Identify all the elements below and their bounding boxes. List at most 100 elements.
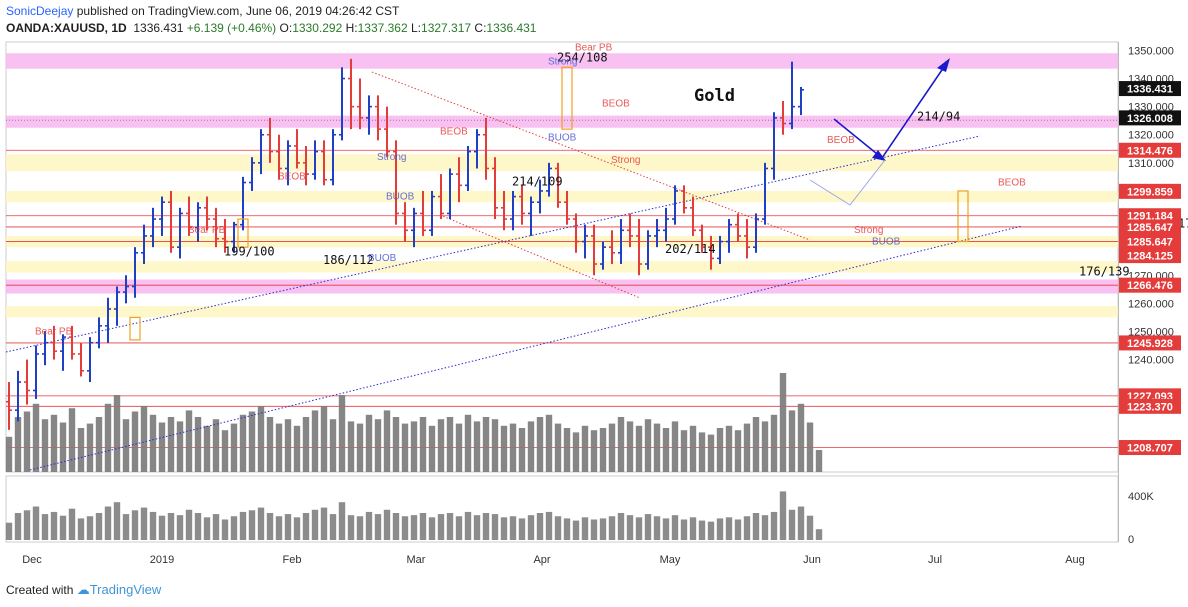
pink-zone-2 — [6, 279, 1118, 294]
descending-trendline-lower — [439, 214, 641, 299]
volume-bar — [167, 417, 175, 472]
price-tag: 1299.859 — [1119, 183, 1181, 199]
ohlc-candle — [123, 275, 129, 304]
ohlc-candle — [537, 179, 543, 214]
price-tag: 1208.707 — [1119, 440, 1181, 456]
publisher-name[interactable]: SonicDeejay — [6, 4, 74, 18]
volume-bar — [77, 428, 85, 472]
pattern-label: Strong — [548, 56, 577, 67]
ohlc-candle — [465, 145, 471, 191]
ohlc-candle — [600, 241, 606, 270]
ohlc-candle — [384, 106, 390, 158]
volume-bar — [599, 428, 607, 472]
volume-bar — [608, 423, 616, 472]
symbol-name[interactable]: OANDA:XAUUSD, 1D — [6, 21, 127, 35]
y-tick-label: 1260.000 — [1128, 298, 1174, 310]
volume-pane-bar — [572, 520, 580, 540]
ohlc-candle — [339, 67, 345, 141]
low-label: L: — [411, 21, 422, 35]
volume-pane-bar — [554, 516, 562, 540]
volume-pane-bar — [482, 513, 490, 540]
volume-bar — [203, 425, 211, 472]
price-tag-bg — [1119, 248, 1181, 264]
volume-bar — [446, 417, 454, 472]
price-tag-label: 1223.370 — [1127, 401, 1173, 413]
ohlc-candle — [798, 86, 804, 116]
volume-bar — [509, 423, 517, 472]
ohlc-candle — [591, 224, 597, 276]
ohlc-candle — [24, 359, 30, 405]
volume-pane-bar — [347, 515, 355, 540]
price-tag-bg — [1119, 398, 1181, 414]
volume-pane-bar — [311, 509, 319, 540]
price-tag-label: 1208.707 — [1127, 443, 1173, 455]
volume-bar — [536, 417, 544, 472]
volume-pane-bar — [527, 515, 535, 540]
ohlc-candle — [267, 117, 273, 163]
volume-bar — [419, 417, 427, 472]
volume-pane-bar — [5, 522, 13, 540]
volume-pane-bar — [248, 510, 256, 540]
volume-pane-bar — [680, 519, 688, 540]
volume-bar — [392, 417, 400, 472]
y-tick-label: 1320.000 — [1128, 130, 1174, 142]
volume-bar — [590, 430, 598, 472]
volume-pane-bar — [401, 516, 409, 540]
ohlc-candle — [402, 202, 408, 242]
volume-bar — [365, 414, 373, 472]
price-tag-label: 1326.008 — [1127, 113, 1173, 125]
ohlc-candle — [150, 207, 156, 248]
open-label: O: — [279, 21, 293, 35]
volume-pane-bar — [464, 511, 472, 540]
volume-bar — [293, 425, 301, 472]
pattern-label: Strong — [611, 155, 640, 166]
volume-bar — [284, 419, 292, 472]
descending-trendline — [371, 71, 811, 241]
volume-bar — [455, 423, 463, 472]
volume-bar — [716, 428, 724, 472]
volume-bar — [752, 417, 760, 472]
volume-pane-bar — [770, 511, 778, 540]
volume-bar — [338, 395, 346, 472]
volume-pane-bar — [788, 509, 796, 540]
ohlc-candle — [681, 185, 687, 214]
tradingview-logo-icon[interactable]: ☁ — [76, 582, 90, 597]
volume-bar — [257, 406, 265, 472]
ohlc-candle — [780, 101, 786, 135]
volume-pane-bar — [410, 515, 418, 540]
pattern-box — [561, 66, 573, 130]
volume-pane-bar — [239, 511, 247, 540]
ohlc-candle — [159, 196, 165, 236]
volume-pane-bar — [32, 506, 40, 540]
pattern-label: BEOB — [998, 177, 1026, 188]
count-label: 202/114 — [665, 242, 716, 256]
price-tag: 1314.476 — [1119, 142, 1181, 158]
price-tag: 1285.647 — [1119, 219, 1181, 235]
volume-bar — [131, 411, 139, 472]
ohlc-candle — [474, 129, 480, 169]
volume-pane-bar — [266, 513, 274, 540]
volume-pane-bar — [302, 513, 310, 540]
tradingview-brand[interactable]: TradingView — [89, 582, 162, 597]
pattern-label: Bear PB — [35, 326, 73, 337]
price-tag-bg — [1119, 81, 1181, 97]
volume-pane-bar — [203, 517, 211, 540]
yellow-zone-1 — [6, 190, 1118, 203]
volume-bar — [239, 414, 247, 472]
volume-bar — [149, 414, 157, 472]
ohlc-candle — [303, 145, 309, 186]
ohlc-candle — [690, 196, 696, 236]
ohlc-candle — [501, 190, 507, 231]
pattern-label: Bear PB — [188, 225, 226, 236]
ohlc-candle — [105, 297, 111, 343]
price-tag-label: 1299.859 — [1127, 186, 1173, 198]
count-label: 214/94 — [917, 110, 960, 124]
ohlc-candle — [357, 78, 363, 130]
price-tag-bg — [1119, 234, 1181, 250]
volume-bar — [473, 421, 481, 472]
ohlc-candle — [735, 213, 741, 242]
volume-bar — [617, 417, 625, 472]
x-tick-label: Feb — [283, 554, 302, 566]
volume-bar — [464, 414, 472, 472]
